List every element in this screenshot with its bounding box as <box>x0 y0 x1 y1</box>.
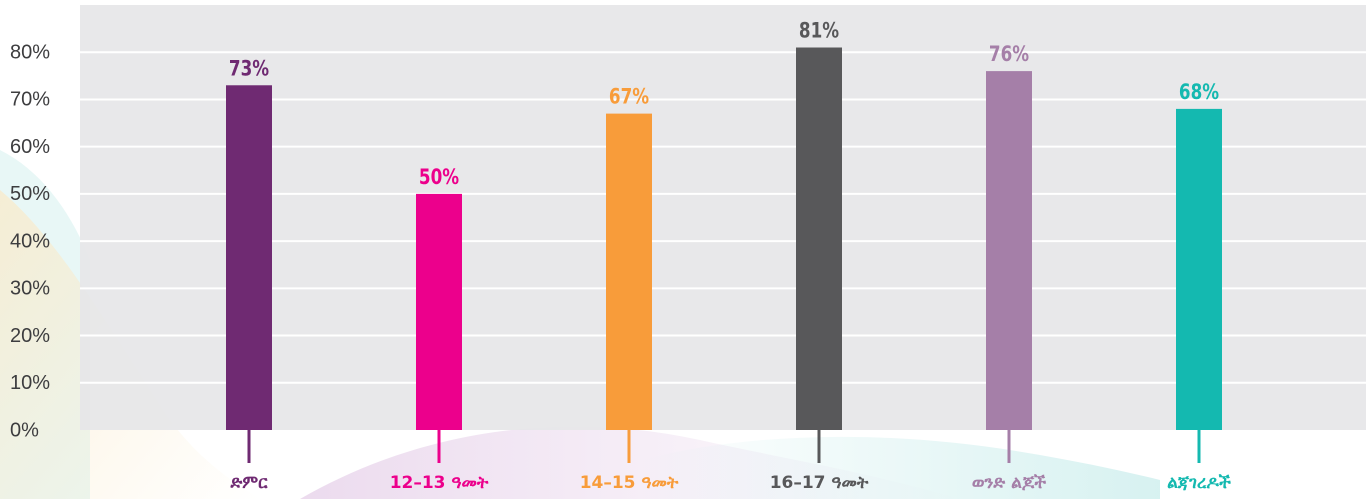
data-label: 76% <box>989 42 1029 66</box>
data-label: 81% <box>799 19 839 43</box>
bar <box>986 71 1032 430</box>
y-tick-label: 10% <box>10 372 50 394</box>
y-axis-tick-labels: 0% 10% 20% 30% 40% 50% 60% 70% 80% <box>10 42 50 442</box>
x-axis-ticks <box>247 430 1201 463</box>
data-label: 67% <box>609 85 649 109</box>
category-label: ወንድ ልጆች <box>972 473 1046 493</box>
y-tick-label: 40% <box>10 230 50 252</box>
category-label: 16–17 ዓመት <box>770 473 869 493</box>
y-tick-label: 50% <box>10 183 50 205</box>
y-tick-label: 30% <box>10 278 50 300</box>
bar <box>226 85 272 431</box>
gridlines <box>80 51 1366 384</box>
category-label: ልጃገረዶች <box>1167 473 1231 493</box>
value-labels: 73% 50% 67% 81% 76% 68% <box>229 19 1219 190</box>
y-tick-label: 20% <box>10 325 50 347</box>
data-label: 68% <box>1179 80 1219 104</box>
category-label: 12–13 ዓመት <box>390 473 489 493</box>
bars <box>226 47 1222 431</box>
y-tick-label: 0% <box>10 419 39 441</box>
data-label: 73% <box>229 57 269 81</box>
y-tick-label: 80% <box>10 42 50 64</box>
bar <box>796 47 842 430</box>
y-tick-label: 70% <box>10 89 50 111</box>
bar <box>1176 108 1222 430</box>
plot-area <box>80 5 1366 430</box>
bar <box>606 113 652 430</box>
category-label: ድምር <box>229 473 268 493</box>
category-labels: ድምር 12–13 ዓመት 14–15 ዓመት 16–17 ዓመት ወንድ ልጆች ልጃገ… <box>229 473 1230 493</box>
data-label: 50% <box>419 165 459 189</box>
y-tick-label: 60% <box>10 136 50 158</box>
bar <box>416 193 462 430</box>
category-label: 14–15 ዓመት <box>580 473 679 493</box>
